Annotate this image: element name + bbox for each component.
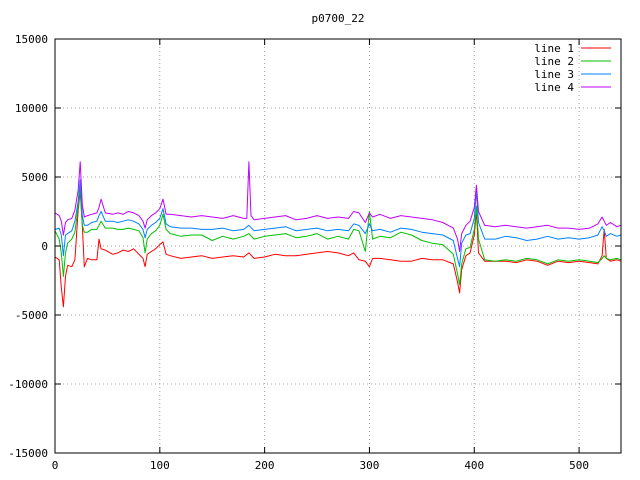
chart-title: p0700_22: [312, 12, 365, 25]
legend-label-2: line 2: [534, 55, 574, 68]
x-tick-label: 200: [255, 459, 275, 472]
legend-label-1: line 1: [534, 42, 574, 55]
y-tick-label: 15000: [15, 33, 48, 46]
grid-lines: [55, 39, 621, 453]
series-line-2: [54, 187, 622, 286]
x-tick-label: 500: [569, 459, 589, 472]
y-tick-label: -10000: [8, 378, 48, 391]
y-tick-label: 0: [41, 240, 48, 253]
y-tick-label: -15000: [8, 447, 48, 460]
y-tick-label: 5000: [22, 171, 49, 184]
x-tick-label: 100: [150, 459, 170, 472]
x-tick-label: 0: [52, 459, 59, 472]
x-tick-label: 400: [464, 459, 484, 472]
x-tick-label: 300: [360, 459, 380, 472]
axis-ticks: 0 100 200 300 400 500 -15000 -10000 -5000 0 5000 10…: [8, 33, 621, 472]
y-tick-label: -5000: [15, 309, 48, 322]
series-line-3: [54, 179, 622, 268]
legend-label-4: line 4: [534, 81, 574, 94]
y-tick-label: 10000: [15, 102, 48, 115]
legend-label-3: line 3: [534, 68, 574, 81]
series-line-1: [54, 190, 622, 308]
series-line-4: [54, 161, 622, 252]
series-group: [54, 161, 622, 308]
